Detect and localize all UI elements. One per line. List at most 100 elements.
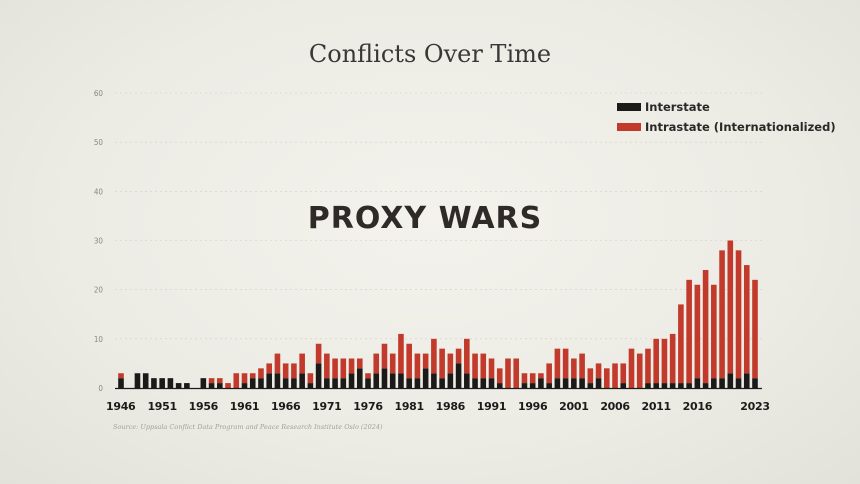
bar-interstate-1972 <box>332 378 338 388</box>
bar-interstate-1949 <box>142 373 149 388</box>
bar-interstate-2023 <box>752 378 758 388</box>
bar-interstate-1981 <box>406 378 412 388</box>
x-tick-label: 1996 <box>518 400 548 413</box>
x-tick-label: 2016 <box>683 400 713 413</box>
bar-intrastate-1957 <box>208 378 215 384</box>
bar-intrastate-2008 <box>628 348 635 388</box>
bar-intrastate-2010 <box>645 348 651 384</box>
bar-interstate-2022 <box>743 373 750 388</box>
bar-intrastate-1985 <box>439 348 445 379</box>
bar-interstate-1983 <box>422 368 429 388</box>
bar-interstate-1971 <box>324 378 330 388</box>
bar-interstate-1956 <box>200 378 207 388</box>
legend-label-intrastate: Intrastate (Internationalized) <box>645 120 836 134</box>
bar-interstate-1984 <box>431 373 437 388</box>
x-tick-label: 1991 <box>477 400 506 413</box>
bar-intrastate-2018 <box>711 284 717 379</box>
bar-intrastate-1968 <box>299 353 305 374</box>
bar-intrastate-1958 <box>217 378 223 384</box>
x-tick-label: 1971 <box>312 400 341 413</box>
bar-interstate-2004 <box>595 378 602 388</box>
chart-title: Conflicts Over Time <box>309 40 551 68</box>
bar-intrastate-2023 <box>752 279 758 379</box>
bar-intrastate-1974 <box>348 358 355 374</box>
bar-intrastate-2007 <box>620 363 627 384</box>
x-tick-label: 2023 <box>740 400 769 413</box>
bar-interstate-1962 <box>249 378 256 388</box>
bar-interstate-2014 <box>678 383 684 388</box>
bar-intrastate-1993 <box>505 358 511 388</box>
bar-interstate-1963 <box>258 378 264 388</box>
y-tick-label: 0 <box>98 384 103 393</box>
bar-intrastate-1996 <box>529 373 536 384</box>
bar-intrastate-1975 <box>356 358 363 369</box>
bar-intrastate-1988 <box>464 338 470 374</box>
bar-interstate-2007 <box>620 383 627 388</box>
x-tick-label: 2006 <box>600 400 630 413</box>
legend: Interstate Intrastate (Internationalized… <box>617 100 836 134</box>
bar-interstate-2019 <box>719 378 725 388</box>
bar-intrastate-2003 <box>587 368 594 384</box>
bar-interstate-2021 <box>735 378 742 388</box>
bar-intrastate-2006 <box>612 363 618 388</box>
x-tick-label: 1946 <box>106 400 136 413</box>
bar-intrastate-1946 <box>118 373 124 379</box>
source-note: Source: Uppsala Conflict Data Program an… <box>113 423 383 431</box>
bar-interstate-1953 <box>175 383 182 388</box>
bar-interstate-1975 <box>356 368 363 388</box>
bar-interstate-2016 <box>694 378 701 388</box>
bar-intrastate-2012 <box>661 338 668 384</box>
bar-intrastate-1966 <box>282 363 289 379</box>
bar-interstate-1950 <box>151 378 157 388</box>
bar-interstate-2013 <box>669 383 676 388</box>
bar-intrastate-2021 <box>735 250 742 379</box>
x-tick-label: 1986 <box>436 400 466 413</box>
bar-interstate-2000 <box>562 378 569 388</box>
y-tick-label: 30 <box>94 237 104 246</box>
bar-intrastate-1959 <box>225 383 231 388</box>
bar-interstate-1958 <box>217 383 223 388</box>
x-tick-label: 1951 <box>147 400 176 413</box>
bar-interstate-1992 <box>496 383 503 388</box>
legend-swatch-intrastate <box>617 123 641 131</box>
bar-intrastate-1989 <box>472 353 478 379</box>
x-tick-label: 2011 <box>641 400 670 413</box>
y-axis-ticks: 0 10 20 30 40 50 60 <box>94 89 104 393</box>
bar-intrastate-1997 <box>538 373 544 379</box>
bar-interstate-1968 <box>299 373 305 388</box>
x-axis-ticks: 1946 1951 1956 1961 1966 1971 1976 1981 1986 1991… <box>106 400 770 413</box>
bar-intrastate-2009 <box>636 353 643 388</box>
bar-interstate-1952 <box>167 378 174 388</box>
bar-interstate-1991 <box>488 378 495 388</box>
bar-interstate-2001 <box>571 378 577 388</box>
bar-intrastate-1976 <box>365 373 371 379</box>
bar-intrastate-1967 <box>291 363 297 379</box>
bar-interstate-1996 <box>529 383 536 388</box>
bar-intrastate-2001 <box>571 358 577 379</box>
bar-intrastate-1970 <box>315 343 322 364</box>
bar-interstate-1977 <box>373 373 380 388</box>
bar-intrastate-2016 <box>694 284 701 379</box>
bar-interstate-2018 <box>711 378 717 388</box>
bar-intrastate-1998 <box>546 363 552 384</box>
bar-interstate-1979 <box>389 373 396 388</box>
bar-interstate-2002 <box>579 378 585 388</box>
bar-interstate-1969 <box>307 383 314 388</box>
bar-interstate-1946 <box>118 378 124 388</box>
bar-interstate-1961 <box>241 383 248 388</box>
bar-intrastate-1971 <box>324 353 330 379</box>
y-tick-label: 10 <box>94 335 104 344</box>
x-tick-label: 1956 <box>189 400 219 413</box>
bar-interstate-1998 <box>546 383 552 388</box>
bar-intrastate-2014 <box>678 304 684 384</box>
bar-intrastate-1965 <box>274 353 281 374</box>
bar-intrastate-1984 <box>431 338 437 374</box>
bar-interstate-2012 <box>661 383 668 388</box>
bar-interstate-1974 <box>348 373 355 388</box>
bar-intrastate-1980 <box>398 333 404 374</box>
bar-intrastate-1964 <box>266 363 273 374</box>
bar-interstate-2020 <box>727 373 734 388</box>
bar-interstate-1978 <box>381 368 388 388</box>
x-tick-label: 2001 <box>559 400 588 413</box>
bar-interstate-1948 <box>134 373 141 388</box>
